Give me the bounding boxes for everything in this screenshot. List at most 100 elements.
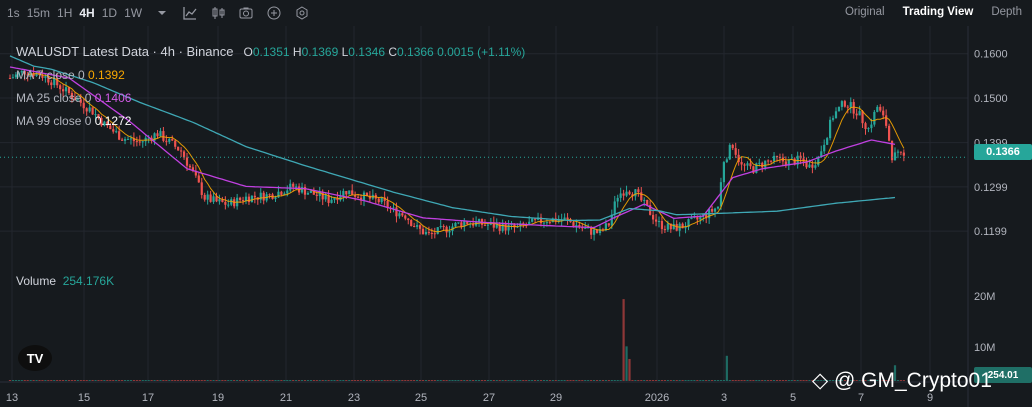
volume-bar [654,380,658,381]
indicators-icon[interactable] [182,5,198,21]
volume-bar [20,380,23,381]
volume-bar [578,380,581,381]
ma25-label: MA 25 close 0 [16,91,92,105]
volume-bar [221,380,224,381]
candle-body [289,183,292,191]
volume-bar [94,380,97,381]
candle-body [212,196,215,202]
volume-bar [70,380,74,381]
volume-bar [722,380,725,381]
candle-body [171,138,174,141]
time-tick-label: 13 [6,392,18,404]
candle-body [365,192,369,196]
candle-body [610,214,613,226]
volume-bar [469,380,472,381]
candle-body [442,226,445,228]
chart-toolbar: 1s 15m 1H 4H 1D 1W Original Trading View… [0,0,1032,26]
volume-bar [123,380,127,381]
time-tick-label: 19 [212,392,224,404]
volume-bar [185,380,189,381]
candle-body [309,190,312,193]
time-tick-label: 2026 [645,392,669,404]
candle-body [740,162,743,165]
volume-bar [539,380,543,381]
volume-bar [351,380,354,381]
candle-body [383,197,386,201]
close-value: 0.1366 [397,45,434,59]
volume-bar [280,380,283,381]
candle-body [501,223,504,231]
volume-bar [85,380,88,381]
volume-bar [401,380,404,381]
volume-bar [303,380,307,381]
view-depth[interactable]: Depth [991,6,1022,18]
volume-bar [755,380,758,381]
candle-body [713,208,717,212]
candle-body [575,225,578,227]
candle-body [327,195,330,203]
candle-body [864,123,867,130]
candle-body [731,144,734,149]
volume-bar [545,380,548,381]
volume-bar [610,380,613,381]
candle-body [321,191,324,200]
candle-body [755,163,758,173]
candle-body [109,125,112,130]
candle-body [643,199,646,201]
volume-bar [180,380,183,381]
volume-bar [522,380,525,381]
candle-body [439,226,442,228]
volume-bar [244,380,248,381]
view-original[interactable]: Original [844,6,885,18]
binance-diamond-icon: ◇ [812,369,829,392]
volume-bar [327,380,330,381]
interval-1w[interactable]: 1W [124,6,143,20]
interval-1h[interactable]: 1H [57,6,73,20]
ma99-row[interactable]: MA 99 close 0 0.1272 [16,110,525,133]
volume-bar [713,380,717,381]
candle-body [619,193,622,198]
candle-body [802,158,805,162]
candle-body [315,194,318,196]
candle-body [421,228,425,235]
volume-bar [333,380,336,381]
volume-bar [646,380,649,381]
candle-body [277,191,280,198]
volume-bar [495,380,498,381]
volume-bar [787,380,790,381]
add-icon[interactable] [266,5,282,21]
interval-15m[interactable]: 15m [26,6,51,20]
candles-icon[interactable] [210,5,226,21]
chevron-down-icon[interactable] [154,5,170,21]
volume-bar [826,380,829,381]
interval-4h[interactable]: 4H [79,6,95,20]
candle-body [47,76,50,83]
candle-body [445,226,448,233]
candle-body [82,102,85,109]
interval-1s[interactable]: 1s [7,6,20,20]
volume-bar [445,380,448,381]
candle-body [427,232,430,234]
volume-bar [681,380,684,381]
volume-bar [427,380,430,381]
candle-body [424,232,428,235]
volume-bar [268,380,271,381]
volume-bar [239,380,242,381]
price-chart[interactable]: 0.16000.15000.13990.12990.119920M10M1315… [0,26,1032,407]
ma7-row[interactable]: MA 7 close 0 0.1392 [16,64,525,87]
candle-body [613,201,616,215]
ma25-row[interactable]: MA 25 close 0 0.1406 [16,87,525,110]
view-trading-view[interactable]: Trading View [902,6,974,18]
volume-bar [752,380,755,381]
volume-bar [171,380,174,381]
camera-icon[interactable] [238,5,254,21]
ma7-line [27,73,905,233]
volume-bar [472,380,475,381]
candle-body [669,223,672,230]
volume-bar [421,380,425,381]
interval-1d[interactable]: 1D [101,6,118,20]
volume-bar [162,380,165,381]
candle-body [663,229,666,231]
volume-bar [91,380,94,381]
settings-icon[interactable] [294,5,310,21]
